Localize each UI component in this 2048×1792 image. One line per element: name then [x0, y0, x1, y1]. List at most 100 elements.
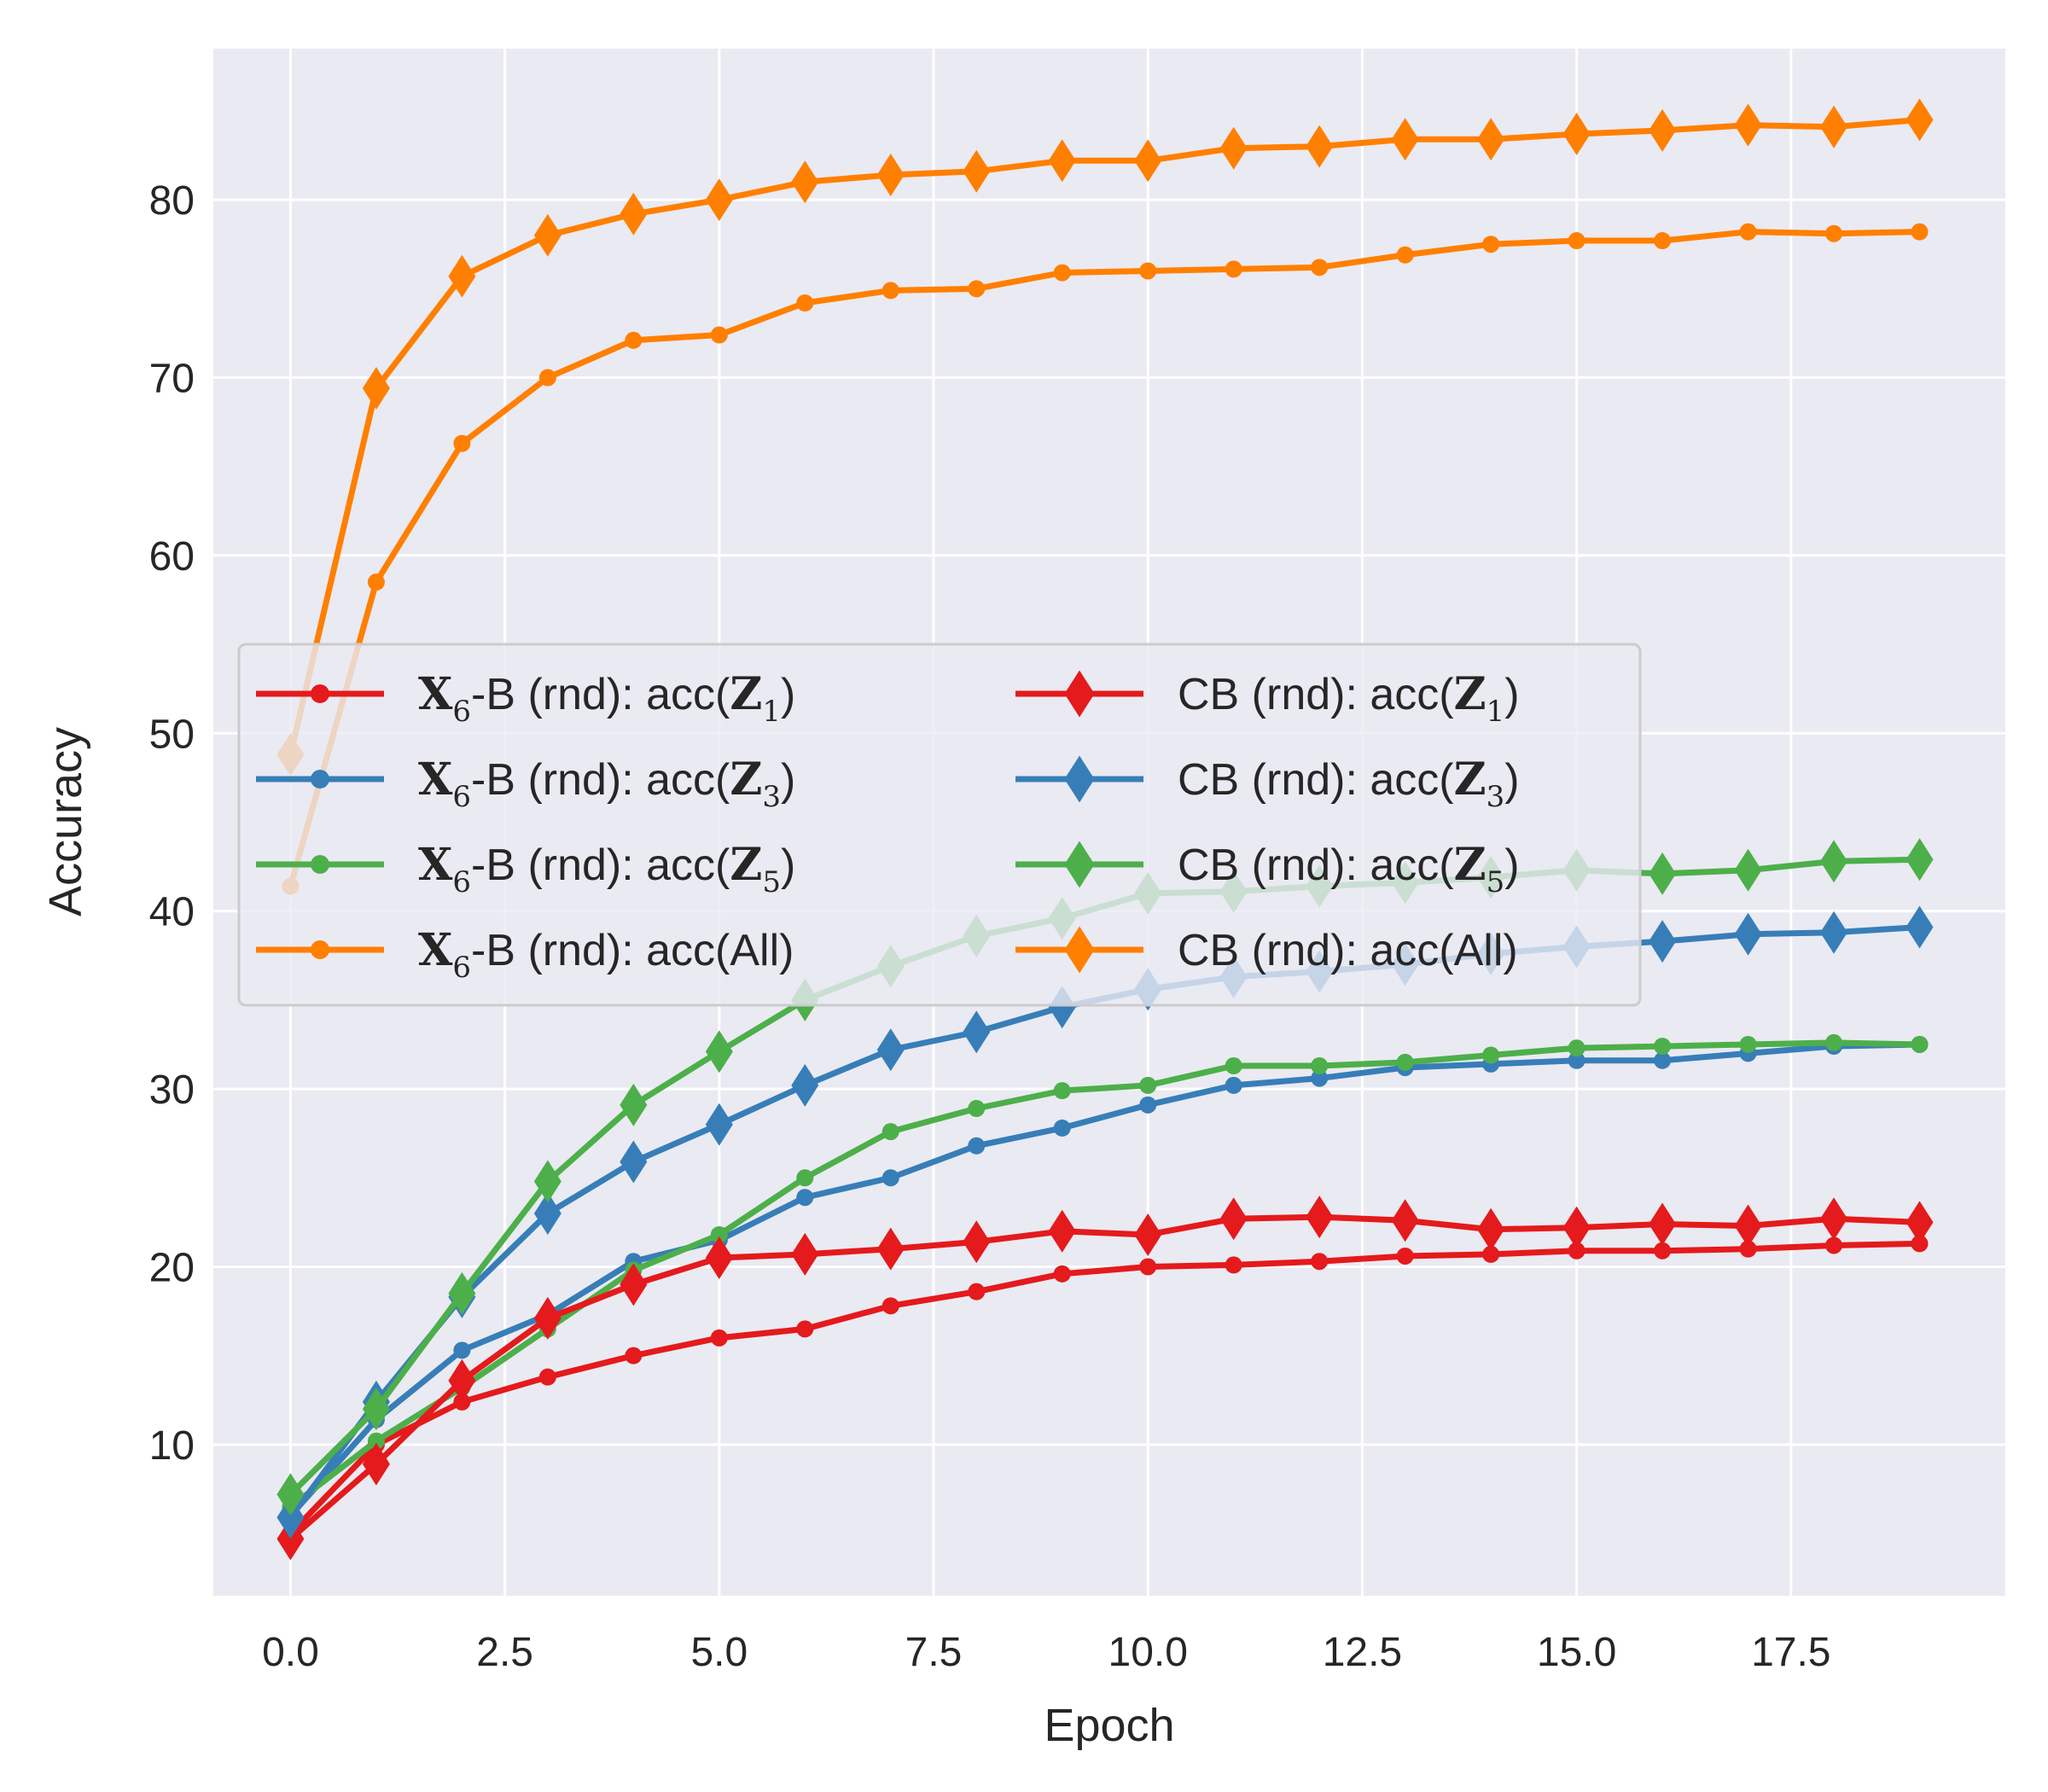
data-point — [625, 1347, 643, 1364]
data-point — [1905, 98, 1934, 142]
data-point — [1048, 1209, 1076, 1253]
data-point — [1820, 840, 1848, 883]
data-point — [1825, 1236, 1843, 1254]
data-point — [1654, 1038, 1672, 1056]
legend-marker — [311, 770, 329, 788]
y-tick-label: 50 — [149, 712, 195, 757]
data-point — [1820, 105, 1848, 148]
data-point — [1311, 1253, 1329, 1271]
data-point — [710, 1329, 728, 1347]
legend-marker — [1064, 841, 1095, 888]
data-point — [1139, 1258, 1157, 1276]
series-line — [287, 1240, 1923, 1537]
legend: X6-B (rnd): acc(Z1) X6-B (rnd): acc(Z3) X6… — [237, 643, 1642, 1007]
legend-marker — [1064, 670, 1095, 718]
legend-label: X6-B (rnd): acc(All) — [418, 924, 794, 985]
data-point — [1825, 224, 1843, 242]
data-point — [538, 369, 556, 387]
data-point — [705, 1103, 733, 1146]
data-point — [968, 1283, 986, 1300]
x-axis-label: Epoch — [1044, 1700, 1174, 1751]
data-point — [453, 1341, 471, 1359]
data-point — [1568, 1242, 1585, 1260]
data-point — [1391, 118, 1419, 161]
data-point — [1139, 262, 1157, 280]
data-point — [362, 1442, 390, 1486]
data-point — [1139, 1096, 1157, 1114]
x-tick-label: 5.0 — [690, 1630, 748, 1675]
legend-item: X6-B (rnd): acc(Z5) — [256, 839, 795, 899]
data-point — [1734, 912, 1762, 956]
data-point — [710, 1225, 728, 1243]
data-point — [448, 1271, 476, 1315]
data-point — [276, 1473, 305, 1516]
data-point — [367, 573, 385, 591]
data-point — [1734, 1204, 1762, 1248]
data-point — [881, 1297, 899, 1315]
legend-label: X6-B (rnd): acc(Z5) — [418, 839, 795, 899]
series-line — [287, 1039, 1923, 1510]
data-point — [1219, 1197, 1248, 1241]
data-point — [1568, 232, 1585, 250]
data-point — [1482, 1245, 1500, 1263]
data-point — [453, 1393, 471, 1411]
y-tick-label: 10 — [149, 1423, 195, 1469]
series-line — [287, 1213, 1923, 1542]
series-4 — [276, 1196, 1934, 1561]
data-point — [1654, 1242, 1672, 1260]
data-point — [1225, 1076, 1242, 1094]
legend-item: CB (rnd): acc(Z3) — [1015, 753, 1520, 814]
data-point — [881, 1123, 899, 1141]
y-axis-label: Accuracy — [40, 727, 91, 916]
data-point — [1911, 1235, 1929, 1253]
data-point — [1734, 103, 1762, 147]
data-point — [1911, 223, 1929, 241]
data-point — [1568, 1051, 1585, 1069]
data-point — [963, 1010, 991, 1054]
data-point — [453, 434, 471, 452]
data-point — [1396, 1247, 1414, 1265]
data-point — [1053, 1119, 1071, 1137]
y-axis-ticks: 10 20 30 40 50 60 70 80 — [149, 178, 195, 1469]
data-point — [968, 1100, 986, 1118]
data-point — [1654, 232, 1672, 250]
y-tick-label: 20 — [149, 1245, 195, 1290]
data-point — [1134, 139, 1162, 183]
legend-label: X6-B (rnd): acc(Z1) — [418, 668, 795, 729]
legend-item: X6-B (rnd): acc(Z1) — [256, 668, 795, 729]
data-point — [533, 213, 561, 257]
data-point — [1482, 1046, 1500, 1064]
legend-label: CB (rnd): acc(All) — [1178, 926, 1518, 975]
data-point — [1053, 1082, 1071, 1100]
data-point — [791, 160, 819, 204]
data-point — [620, 1263, 648, 1306]
data-point — [881, 282, 899, 300]
data-point — [1311, 1069, 1329, 1087]
data-point — [1739, 223, 1757, 241]
data-point — [1911, 1035, 1929, 1053]
data-point — [276, 1517, 305, 1561]
data-point — [448, 1359, 476, 1402]
data-point — [362, 367, 390, 410]
legend-label: CB (rnd): acc(Z3) — [1178, 753, 1520, 814]
x-tick-label: 2.5 — [476, 1630, 533, 1675]
data-point — [533, 1296, 561, 1340]
x-tick-label: 0.0 — [262, 1630, 319, 1675]
x-tick-label: 15.0 — [1537, 1630, 1616, 1675]
data-point — [1649, 852, 1677, 895]
legend-item: CB (rnd): acc(Z5) — [1015, 839, 1520, 899]
data-point — [791, 1063, 819, 1107]
y-tick-label: 70 — [149, 357, 195, 402]
legend-frame — [237, 643, 1642, 1007]
data-point — [1734, 848, 1762, 892]
data-point — [876, 153, 905, 196]
data-point — [1391, 1199, 1419, 1242]
legend-item: CB (rnd): acc(Z1) — [1015, 668, 1520, 729]
data-point — [362, 1388, 390, 1431]
legend-marker — [311, 940, 329, 959]
data-point — [1134, 1213, 1162, 1256]
data-point — [881, 1169, 899, 1187]
data-point — [1477, 1207, 1505, 1251]
y-tick-label: 30 — [149, 1068, 195, 1113]
